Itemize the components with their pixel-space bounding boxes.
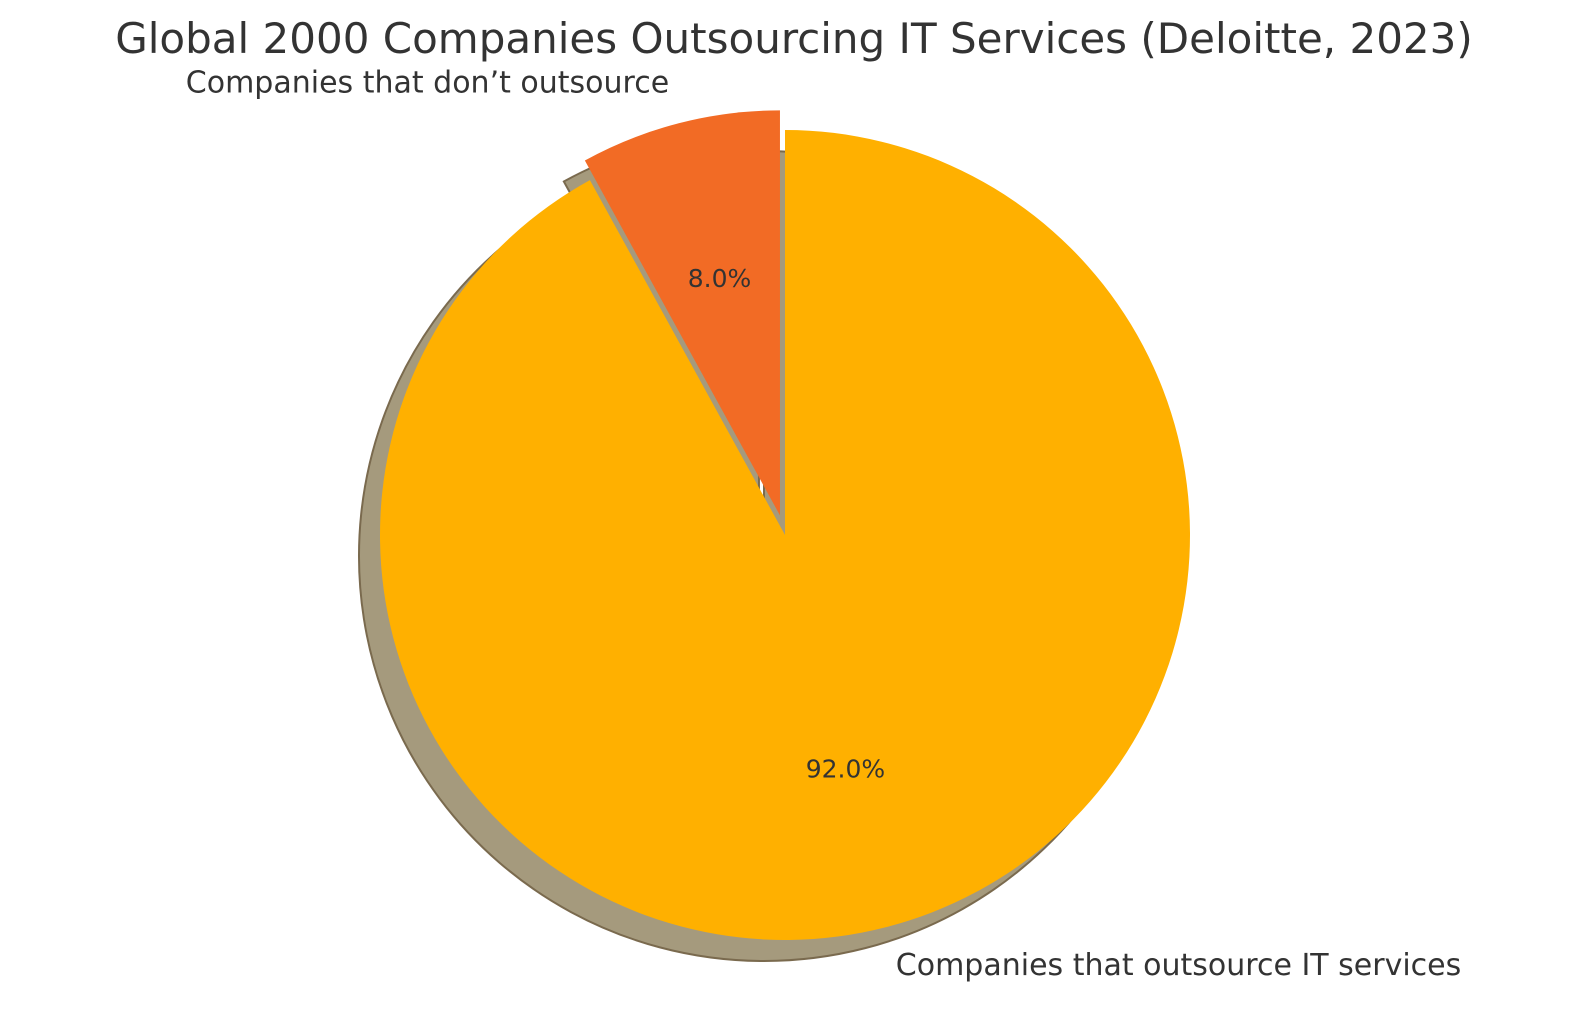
- slice-2-category-label: Companies that don’t outsource: [186, 65, 669, 100]
- slice-1-wedge: [380, 130, 1190, 941]
- slice-1-category-label: Companies that outsource IT services: [896, 948, 1461, 983]
- slice-1-pct-label: 92.0%: [806, 754, 885, 783]
- pie-label-layer: 92.0% Companies that outsource IT service…: [186, 65, 1461, 983]
- slice-2-wedge: [584, 110, 780, 516]
- slice-2-pct-label: 8.0%: [688, 264, 752, 293]
- pie-slice-layer: [380, 110, 1190, 941]
- chart-title: Global 2000 Companies Outsourcing IT Ser…: [115, 14, 1473, 63]
